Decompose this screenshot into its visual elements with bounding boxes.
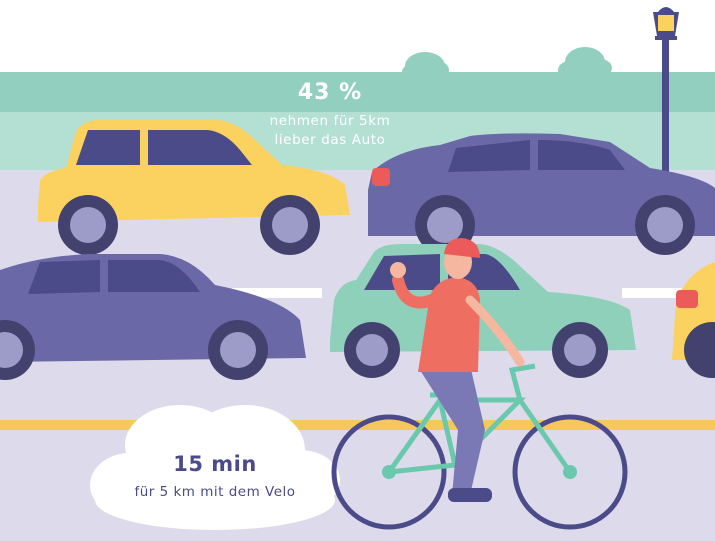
stat-description: nehmen für 5km lieber das Auto xyxy=(240,112,420,150)
mint-band xyxy=(0,72,715,112)
purple-car-left xyxy=(0,254,306,380)
lamp-post xyxy=(653,7,679,200)
cloud xyxy=(90,405,340,530)
yellow-car xyxy=(38,120,350,255)
bike-description: für 5 km mit dem Velo xyxy=(134,484,296,500)
stat-percentage: 43 % xyxy=(297,80,363,105)
bicycle xyxy=(331,363,628,530)
lane-dashes xyxy=(232,288,682,298)
bike-time: 15 min xyxy=(173,452,257,476)
stat-description-line1: nehmen für 5km xyxy=(269,113,391,129)
yellow-car-right xyxy=(672,262,715,378)
stat-description-line2: lieber das Auto xyxy=(274,132,386,148)
cyclist xyxy=(390,238,525,502)
